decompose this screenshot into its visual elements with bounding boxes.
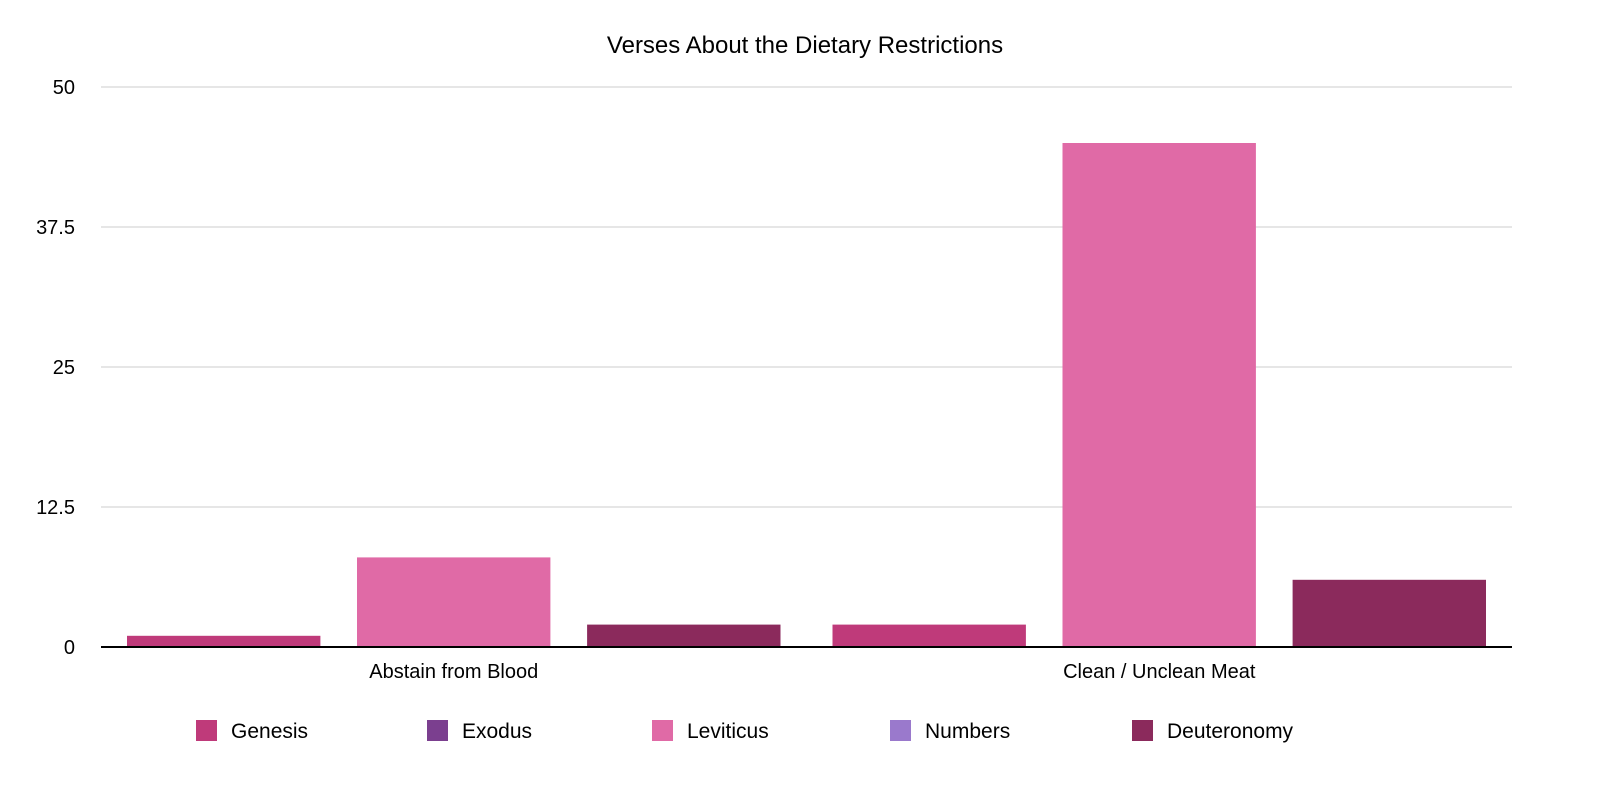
gridlines (101, 86, 1512, 508)
legend: Genesis Exodus Leviticus Numbers Deuteronomy (196, 720, 1294, 743)
y-tick-label: 25 (53, 357, 75, 379)
x-category-label: Abstain from Blood (369, 661, 538, 683)
y-tick-label: 0 (64, 637, 75, 659)
legend-label: Numbers (925, 720, 1010, 743)
bar-leviticus (1062, 143, 1256, 647)
legend-item: Numbers (890, 720, 1010, 743)
legend-swatch (652, 720, 673, 741)
y-tick-label: 12.5 (36, 497, 75, 519)
legend-swatch (1132, 720, 1153, 741)
legend-swatch (890, 720, 911, 741)
bars (127, 143, 1486, 647)
legend-item: Deuteronomy (1132, 720, 1294, 743)
chart-title: Verses About the Dietary Restrictions (607, 32, 1003, 59)
x-category-label: Clean / Unclean Meat (1063, 661, 1256, 683)
legend-label: Exodus (462, 720, 532, 743)
legend-item: Leviticus (652, 720, 769, 743)
x-axis-categories: Abstain from Blood Clean / Unclean Meat (369, 661, 1256, 683)
legend-swatch (427, 720, 448, 741)
legend-label: Leviticus (687, 720, 769, 743)
legend-item: Genesis (196, 720, 308, 743)
bar-deuteronomy (587, 624, 781, 647)
y-tick-label: 37.5 (36, 217, 75, 239)
y-tick-label: 50 (53, 77, 75, 99)
bar-genesis (832, 624, 1026, 647)
legend-label: Genesis (231, 720, 308, 743)
bar-leviticus (357, 557, 551, 647)
y-axis-ticks: 0 12.5 25 37.5 50 (36, 77, 75, 659)
bar-deuteronomy (1292, 579, 1486, 647)
bar-genesis (127, 635, 321, 647)
legend-label: Deuteronomy (1167, 720, 1294, 743)
legend-swatch (196, 720, 217, 741)
legend-item: Exodus (427, 720, 532, 743)
